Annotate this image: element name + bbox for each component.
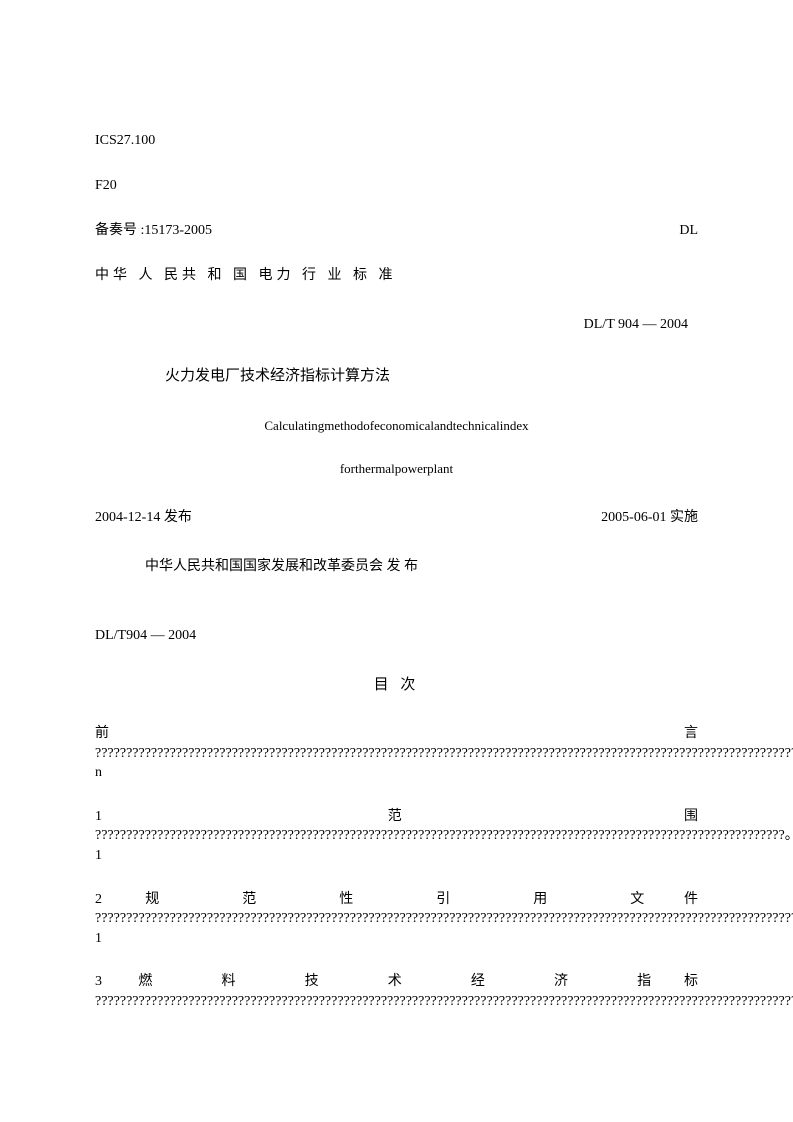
- record-line: 备奏号 :15173-2005 DL: [95, 220, 698, 241]
- toc-item-1-fill: ????????????????????????????????????????…: [95, 828, 793, 863]
- toc-item-3-label: 3 燃 料 技 术 经 济 指标: [95, 974, 698, 989]
- toc-item-1-label: 1 范围: [95, 809, 698, 824]
- title-chinese: 火力发电厂技术经济指标计算方法: [165, 365, 698, 388]
- classification-code: F20: [95, 175, 698, 196]
- toc-preface-fill: ????????????????????????????????????????…: [95, 746, 793, 781]
- issuer: 中华人民共和国国家发展和改革委员会 发 布: [145, 556, 698, 577]
- toc-item-2-fill: ????????????????????????????????????????…: [95, 911, 793, 946]
- toc-heading: 目 次: [95, 674, 698, 697]
- title-english-line1: Calculatingmethodofeconomicalandtechnica…: [95, 416, 698, 436]
- title-english-line2: forthermalpowerplant: [95, 459, 698, 479]
- toc-preface: 前言 ?????????????????????????????????????…: [95, 724, 698, 783]
- standard-code-ref: DL/T904 — 2004: [95, 625, 698, 646]
- dates-line: 2004-12-14 发布 2005-06-01 实施: [95, 507, 698, 528]
- toc-item-2: 2 规 范 性 引 用 文件 ?????????????????????????…: [95, 890, 698, 949]
- toc-item-3-fill: ????????????????????????????????????????…: [95, 994, 793, 1009]
- toc-item-1: 1 范围 ???????????????????????????????????…: [95, 807, 698, 866]
- toc-item-2-label: 2 规 范 性 引 用 文件: [95, 892, 698, 907]
- toc-item-3: 3 燃 料 技 术 经 济 指标 ???????????????????????…: [95, 972, 698, 1011]
- standard-code-top: DL/T 904 — 2004: [95, 314, 698, 335]
- standard-jurisdiction: 中华 人 民共 和 国 电力 行 业 标 准: [95, 265, 698, 286]
- record-suffix: DL: [679, 220, 698, 241]
- toc-preface-label: 前言: [95, 726, 698, 741]
- effective-date: 2005-06-01 实施: [601, 507, 698, 528]
- record-number: 备奏号 :15173-2005: [95, 220, 212, 241]
- ics-code: ICS27.100: [95, 130, 698, 151]
- publish-date: 2004-12-14 发布: [95, 507, 192, 528]
